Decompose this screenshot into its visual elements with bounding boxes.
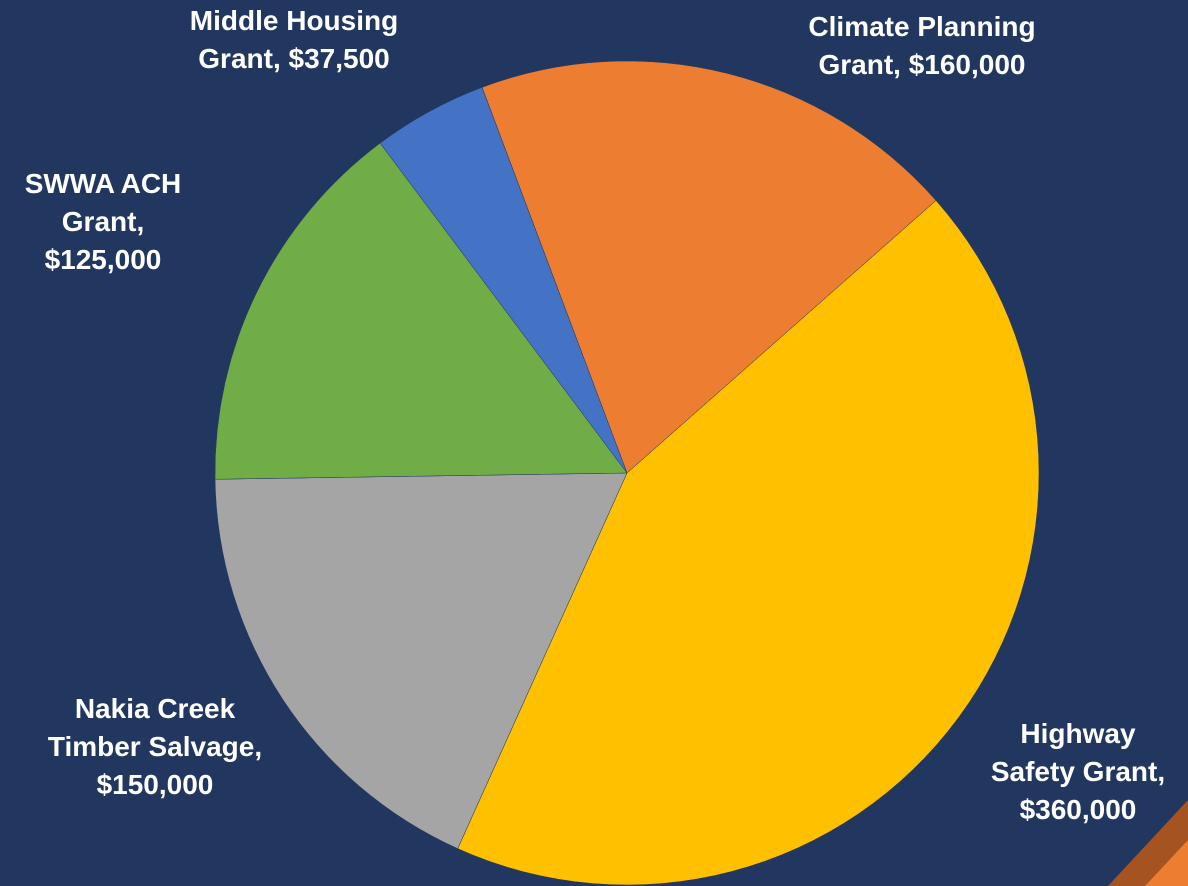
data-label: Climate Planning Grant, $160,000 xyxy=(772,8,1072,84)
slice-name: Middle Housing Grant, xyxy=(189,5,399,74)
pie-slice xyxy=(457,200,1040,886)
slice-value: $125,000 xyxy=(44,244,162,275)
data-label: Middle Housing Grant, $37,500 xyxy=(154,2,434,78)
pie-slice xyxy=(214,142,628,480)
slice-name: Highway Safety Grant, xyxy=(990,718,1166,787)
slice-value: $160,000 xyxy=(908,49,1026,80)
slice-name: Climate Planning Grant, xyxy=(808,11,1036,80)
pie-slice xyxy=(214,472,628,849)
data-label: Highway Safety Grant, $360,000 xyxy=(981,715,1176,829)
data-label: SWWA ACH Grant, $125,000 xyxy=(3,165,203,279)
slice-value: $150,000 xyxy=(96,769,214,800)
pie-slice xyxy=(379,87,628,474)
slice-name: SWWA ACH Grant, xyxy=(24,168,182,237)
slice-name: Nakia Creek Timber Salvage, xyxy=(47,693,263,762)
slice-value: $37,500 xyxy=(288,43,390,74)
corner-decoration xyxy=(1108,800,1188,886)
slice-value: $360,000 xyxy=(1019,794,1137,825)
pie-slice xyxy=(481,60,937,474)
data-label: Nakia Creek Timber Salvage, $150,000 xyxy=(45,690,265,804)
